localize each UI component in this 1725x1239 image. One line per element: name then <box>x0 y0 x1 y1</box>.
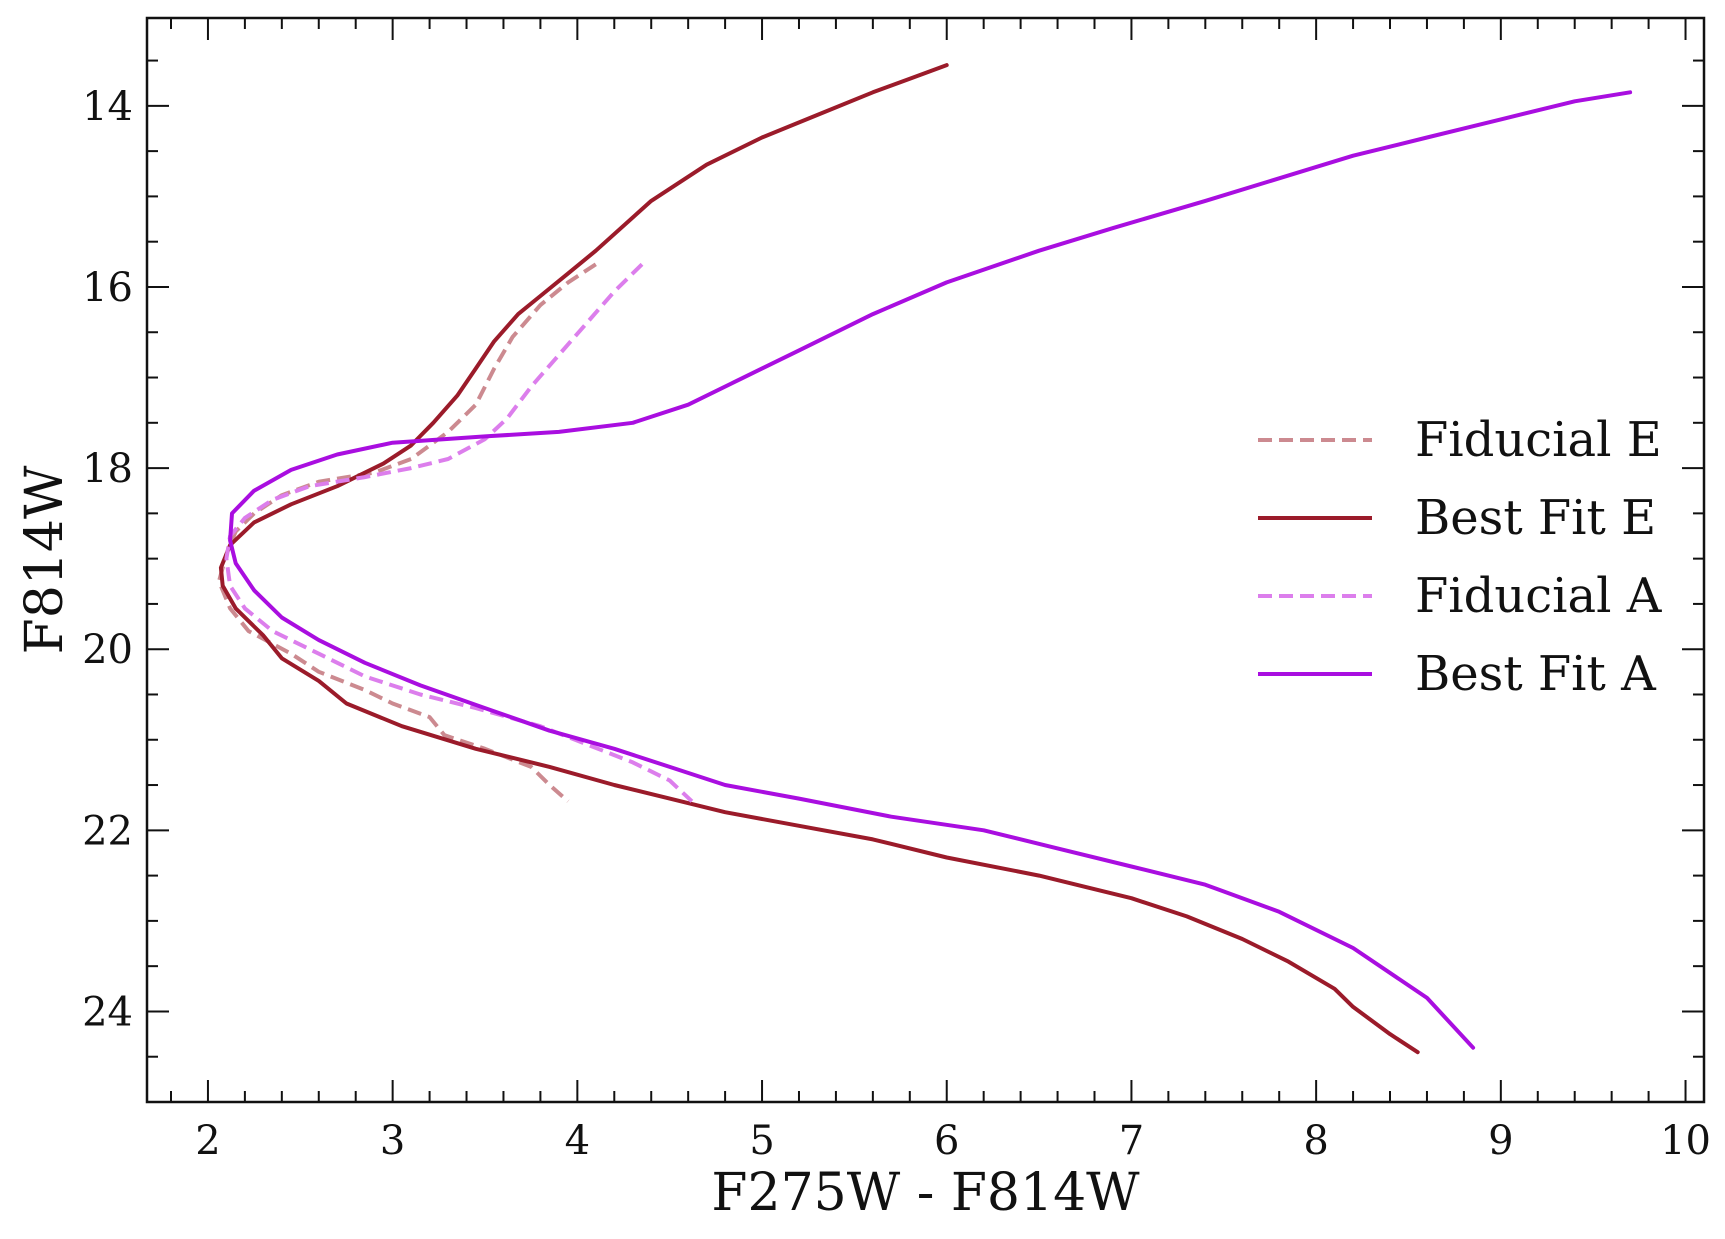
legend-label: Best Fit E <box>1415 490 1656 546</box>
x-tick-label: 3 <box>380 1118 405 1164</box>
x-tick-label: 10 <box>1660 1118 1711 1164</box>
y-tick-label: 20 <box>82 627 133 673</box>
x-tick-label: 7 <box>1119 1118 1144 1164</box>
x-tick-label: 5 <box>749 1118 774 1164</box>
legend-label: Fiducial E <box>1415 412 1662 468</box>
x-tick-label: 2 <box>195 1118 220 1164</box>
plot-area <box>147 18 1704 1102</box>
x-tick-label: 6 <box>934 1118 959 1164</box>
series-line-best-fit-e <box>218 63 1420 1055</box>
series-line-best-fit-a <box>228 90 1633 1050</box>
y-tick-label: 16 <box>82 265 133 311</box>
y-tick-label: 18 <box>82 446 133 492</box>
y-tick-label: 22 <box>82 808 133 854</box>
legend: Fiducial E Best Fit E Fiducial A Best Fit A <box>1258 412 1663 702</box>
y-tick-label: 24 <box>82 989 133 1035</box>
y-tick-label: 14 <box>82 84 133 130</box>
legend-label: Best Fit A <box>1415 646 1657 702</box>
series-lines <box>217 63 1633 1055</box>
legend-label: Fiducial A <box>1415 568 1663 624</box>
tick-labels: 2 3 4 5 6 7 8 9 10 14 16 18 20 22 24 <box>82 84 1711 1164</box>
y-axis-title: F814W <box>15 465 75 654</box>
axis-ticks <box>147 18 1704 1103</box>
x-tick-label: 4 <box>565 1118 590 1164</box>
x-axis-title: F275W - F814W <box>711 1163 1140 1223</box>
x-tick-label: 9 <box>1488 1118 1513 1164</box>
x-tick-label: 8 <box>1303 1118 1328 1164</box>
plot-frame <box>145 16 1706 1104</box>
